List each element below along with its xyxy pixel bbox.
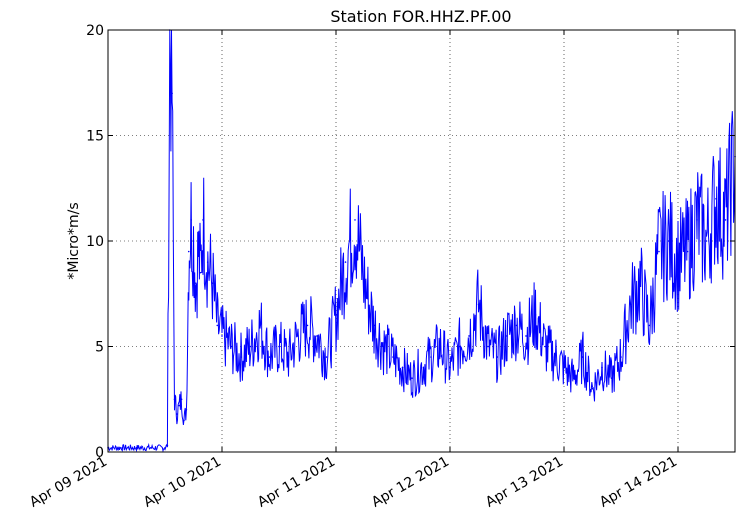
data-point xyxy=(297,335,299,337)
data-point xyxy=(563,366,565,369)
data-point xyxy=(249,345,252,348)
data-point xyxy=(686,250,689,253)
data-point xyxy=(180,398,183,401)
velocity-series-line xyxy=(107,29,736,453)
data-point xyxy=(591,387,594,390)
data-point xyxy=(164,446,166,449)
data-point xyxy=(506,335,508,337)
data-point xyxy=(411,377,413,379)
data-point xyxy=(449,366,451,369)
y-tick-label: 15 xyxy=(86,129,104,145)
data-point xyxy=(715,198,717,200)
data-point xyxy=(420,366,423,369)
data-point xyxy=(468,335,470,337)
series-layer xyxy=(107,29,736,453)
data-point xyxy=(171,92,173,95)
data-point xyxy=(544,345,546,348)
data-point xyxy=(306,324,309,327)
data-point xyxy=(187,250,190,253)
chart-title: Station FOR.HHZ.PF.00 xyxy=(330,7,511,26)
data-point xyxy=(344,261,347,263)
data-point xyxy=(582,356,584,358)
y-axis-label: *Micro*m/s xyxy=(66,202,82,279)
x-tick-label: Apr 13 2021 xyxy=(483,454,566,511)
data-point xyxy=(287,356,290,358)
data-point xyxy=(658,250,660,253)
x-tick-label: Apr 11 2021 xyxy=(255,454,338,511)
data-point xyxy=(487,345,489,348)
data-point xyxy=(178,404,181,407)
data-point xyxy=(382,345,385,348)
data-point xyxy=(401,366,404,369)
data-point xyxy=(458,345,461,348)
data-point xyxy=(477,303,480,306)
data-point xyxy=(534,314,537,316)
data-point xyxy=(601,366,603,369)
data-point xyxy=(195,282,197,285)
data-point xyxy=(553,356,556,358)
data-point xyxy=(278,345,280,348)
data-point xyxy=(185,409,188,411)
data-point xyxy=(667,240,670,242)
data-point xyxy=(335,314,337,316)
data-point xyxy=(724,219,727,221)
data-point xyxy=(121,446,124,449)
data-point xyxy=(221,335,223,337)
data-point xyxy=(515,324,518,327)
data-point xyxy=(373,324,375,327)
data-point xyxy=(392,356,394,358)
data-point xyxy=(696,219,698,221)
data-point xyxy=(211,282,214,285)
data-point xyxy=(216,324,219,327)
data-point xyxy=(629,303,632,306)
y-tick-label: 0 xyxy=(95,445,104,461)
y-tick-label: 20 xyxy=(86,23,104,39)
data-point xyxy=(202,219,204,221)
x-tick-label: Apr 10 2021 xyxy=(141,454,224,511)
data-point xyxy=(197,250,200,253)
x-tick-label: Apr 12 2021 xyxy=(369,454,452,511)
y-tick-label: 10 xyxy=(86,234,104,250)
data-point xyxy=(648,324,651,327)
data-point xyxy=(610,377,613,379)
data-point xyxy=(173,398,176,401)
data-point xyxy=(149,446,152,449)
data-point xyxy=(316,335,318,337)
data-point xyxy=(259,324,261,327)
data-point xyxy=(430,356,432,358)
y-tick-label: 5 xyxy=(95,340,104,356)
grid xyxy=(108,30,735,452)
data-point xyxy=(705,240,708,242)
data-point xyxy=(354,219,356,221)
x-tick-label: Apr 09 2021 xyxy=(27,454,110,511)
data-point xyxy=(206,261,209,263)
data-point xyxy=(268,356,271,358)
data-point xyxy=(572,377,575,379)
data-point xyxy=(677,261,679,263)
data-point xyxy=(439,345,442,348)
data-point xyxy=(525,335,527,337)
data-point xyxy=(166,444,169,447)
data-point xyxy=(639,282,641,285)
data-point xyxy=(230,345,233,348)
data-point xyxy=(190,219,192,221)
data-point xyxy=(496,356,499,358)
data-point xyxy=(363,282,366,285)
y-axis: 0 5 10 15 20 xyxy=(86,23,735,461)
data-point xyxy=(199,271,202,274)
data-point xyxy=(135,446,138,449)
data-point xyxy=(176,413,178,415)
data-point xyxy=(620,356,622,358)
data-point xyxy=(183,419,185,422)
x-tick-label: Apr 14 2021 xyxy=(597,454,680,511)
data-point xyxy=(325,356,328,358)
data-point xyxy=(240,356,242,358)
data-point xyxy=(192,240,195,242)
